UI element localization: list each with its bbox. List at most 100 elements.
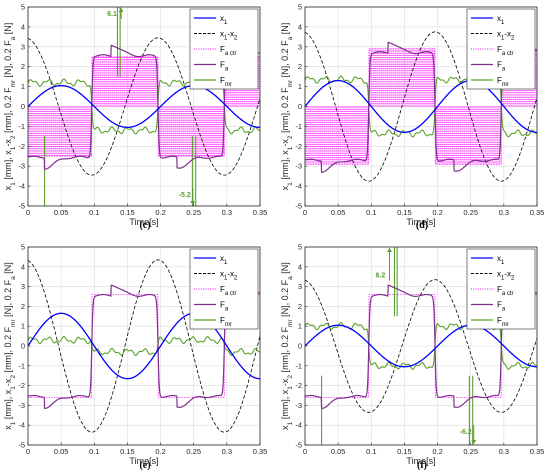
legend-label-x1: x1 bbox=[220, 14, 228, 26]
x-tick-label: 0.15 bbox=[397, 208, 412, 217]
series-x1-x2 bbox=[28, 259, 260, 433]
series-group bbox=[28, 259, 260, 433]
y-axis-label: x1 [mm], x1-x2 [mm], 0.2 Fmr [N], 0.2 Fa… bbox=[280, 262, 294, 430]
legend-label-x1-x2: x1-x2 bbox=[497, 30, 515, 42]
legend-label-Fa: Fa bbox=[497, 61, 506, 73]
series-fa-ctr-line bbox=[28, 294, 260, 398]
annotation-label: -6.2 bbox=[460, 429, 472, 436]
x-tick-label: 0.25 bbox=[463, 447, 478, 456]
annotation-label: 6.1 bbox=[107, 11, 117, 18]
x-tick-label: 0.3 bbox=[499, 208, 509, 217]
x-axis-label: Time[s] bbox=[129, 217, 158, 227]
y-tick-label: -1 bbox=[18, 122, 25, 131]
y-tick-label: -3 bbox=[18, 162, 25, 171]
annotation-arrowhead bbox=[190, 201, 196, 206]
y-tick-label: -1 bbox=[295, 122, 302, 131]
y-tick-label: 3 bbox=[298, 282, 302, 291]
x-tick-label: 0.05 bbox=[54, 447, 69, 456]
y-tick-label: 1 bbox=[298, 82, 302, 91]
series-fa bbox=[305, 40, 537, 173]
legend-label-Fa-ctr: Fa ctr bbox=[497, 45, 514, 57]
chart-panel-f: 6.2 -6.2 0 0.05 0.1 0.15 0.2 0.25 0.3 0.35 -5 -4 -3 -… bbox=[280, 243, 545, 472]
y-tick-label: 5 bbox=[21, 3, 25, 12]
y-tick-label: -4 bbox=[295, 182, 302, 191]
x-axis-label: Time[s] bbox=[129, 456, 158, 466]
y-tick-label: 0 bbox=[21, 102, 25, 111]
y-tick-label: 5 bbox=[298, 243, 302, 252]
legend: x1 x1-x2 Fa ctr Fa Fmr bbox=[189, 8, 259, 90]
series-x1-x2 bbox=[305, 31, 537, 182]
annotation-arrowhead bbox=[471, 440, 477, 445]
x-tick-label: 0.15 bbox=[120, 208, 135, 217]
x-tick-label: 0.15 bbox=[120, 447, 135, 456]
x-tick-label: 0.2 bbox=[155, 447, 165, 456]
legend-label-Fa-ctr: Fa ctr bbox=[220, 285, 237, 297]
legend: x1 x1-x2 Fa ctr Fa Fmr bbox=[466, 8, 536, 90]
y-tick-label: -4 bbox=[18, 421, 25, 430]
y-axis-label: x1 [mm], x1-x2 [mm], 0.2 Fmr [N], 0.2 Fa… bbox=[3, 23, 17, 191]
legend-label-x1: x1 bbox=[497, 254, 505, 266]
legend-label-Fa: Fa bbox=[497, 301, 506, 313]
y-tick-label: -1 bbox=[295, 361, 302, 370]
series-fa-ctr bbox=[28, 294, 260, 398]
y-tick-label: 2 bbox=[21, 302, 25, 311]
y-tick-label: -2 bbox=[295, 142, 302, 151]
legend-label-x1: x1 bbox=[220, 254, 228, 266]
y-axis-label: x1 [mm], x1-x2 [mm], 0.2 Fmr [N], 0.2 Fa… bbox=[280, 23, 294, 191]
legend-label-Fmr: Fmr bbox=[497, 76, 510, 88]
annotation-arrowhead bbox=[387, 247, 393, 252]
x-tick-label: 0.25 bbox=[463, 208, 478, 217]
x-tick-label: 0 bbox=[26, 447, 30, 456]
x-tick-label: 0.25 bbox=[186, 447, 201, 456]
panel-label: (e) bbox=[139, 460, 150, 471]
legend-label-Fa: Fa bbox=[220, 61, 229, 73]
x-axis-label: Time[s] bbox=[406, 217, 435, 227]
chart-panel-e: 0 0.05 0.1 0.15 0.2 0.25 0.3 0.35 -5 -4 -3 -2 -1 0 1 2 3… bbox=[3, 243, 267, 472]
y-tick-label: 1 bbox=[298, 322, 302, 331]
series-x1-x2 bbox=[28, 37, 260, 176]
x-tick-label: 0.1 bbox=[89, 447, 99, 456]
x-tick-label: 0.35 bbox=[530, 447, 545, 456]
y-tick-label: -3 bbox=[295, 401, 302, 410]
legend-label-Fmr: Fmr bbox=[497, 316, 510, 328]
x-tick-label: 0.05 bbox=[54, 208, 69, 217]
x-tick-label: 0.1 bbox=[366, 208, 376, 217]
x-tick-label: 0 bbox=[26, 208, 30, 217]
series-x1 bbox=[28, 312, 260, 380]
annotation-label: -5.2 bbox=[179, 192, 191, 199]
y-tick-label: 3 bbox=[21, 282, 25, 291]
x-tick-label: 0.3 bbox=[222, 208, 232, 217]
x-tick-label: 0.2 bbox=[432, 447, 442, 456]
legend-label-Fa: Fa bbox=[220, 301, 229, 313]
legend: x1 x1-x2 Fa ctr Fa Fmr bbox=[189, 248, 259, 330]
panel-label: (d) bbox=[416, 220, 428, 231]
x-tick-label: 0.35 bbox=[253, 447, 268, 456]
annotation-arrowhead bbox=[118, 7, 124, 12]
series-x1 bbox=[305, 79, 537, 134]
legend-label-Fa-ctr: Fa ctr bbox=[220, 45, 237, 57]
x-tick-label: 0.25 bbox=[186, 208, 201, 217]
series-fa bbox=[28, 283, 260, 409]
series-fa bbox=[28, 43, 260, 170]
y-tick-label: 3 bbox=[298, 42, 302, 51]
x-tick-label: 0.05 bbox=[331, 208, 346, 217]
panel-label: (c) bbox=[139, 220, 150, 231]
x-tick-label: 0.15 bbox=[397, 447, 412, 456]
y-tick-label: 0 bbox=[21, 342, 25, 351]
y-tick-label: 0 bbox=[298, 102, 302, 111]
legend-label-x1: x1 bbox=[497, 14, 505, 26]
series-group bbox=[305, 247, 537, 445]
y-tick-label: -4 bbox=[295, 421, 302, 430]
x-tick-label: 0 bbox=[303, 208, 307, 217]
y-tick-label: 5 bbox=[21, 243, 25, 252]
series-x1 bbox=[28, 84, 260, 129]
y-tick-label: -4 bbox=[18, 182, 25, 191]
annotation-label: 6.2 bbox=[376, 273, 386, 280]
chart-panel-c: 6.1 -5.2 0 0.05 0.1 0.15 0.2 0.25 0.3 0.35 -5 -4 -3 -… bbox=[3, 3, 268, 232]
x-tick-label: 0.3 bbox=[222, 447, 232, 456]
y-tick-label: 4 bbox=[298, 262, 302, 271]
legend-label-Fa-ctr: Fa ctr bbox=[497, 285, 514, 297]
x-tick-label: 0.1 bbox=[89, 208, 99, 217]
y-tick-label: -2 bbox=[18, 142, 25, 151]
x-tick-label: 0.35 bbox=[253, 208, 268, 217]
